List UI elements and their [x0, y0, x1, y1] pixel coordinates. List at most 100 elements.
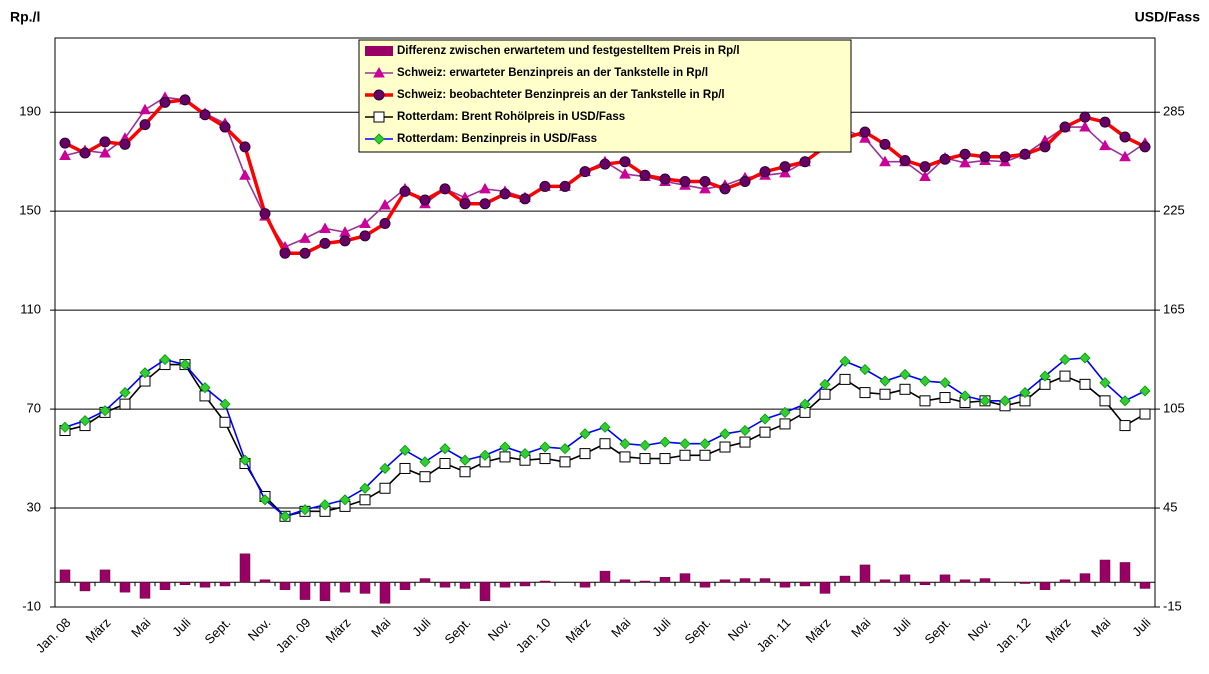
bar: [499, 582, 511, 588]
x-tick-label: Juli: [169, 615, 193, 639]
point: [1019, 148, 1031, 160]
x-tick-label: Juli: [649, 615, 673, 639]
point: [139, 103, 151, 115]
legend-label: Schweiz: beobachteter Benzinpreis an der…: [397, 89, 725, 101]
point: [1079, 378, 1091, 390]
bar: [119, 582, 131, 593]
y-tick-label: -10: [22, 598, 41, 613]
x-tick-label: Mai: [368, 615, 393, 640]
point: [539, 453, 551, 465]
bar: [1099, 559, 1111, 583]
y2-tick-label: 285: [1163, 104, 1185, 119]
point: [939, 153, 951, 165]
bar: [279, 582, 291, 590]
point: [579, 166, 591, 178]
point: [439, 443, 451, 455]
point: [419, 456, 431, 468]
x-tick-label: Jan. 08: [33, 615, 74, 656]
point: [799, 156, 811, 168]
point: [819, 388, 831, 400]
point: [879, 138, 891, 150]
x-tick-label: März: [83, 615, 114, 646]
bar: [299, 582, 311, 600]
bar: [839, 575, 851, 583]
point: [439, 458, 451, 470]
y2-tick-label: 105: [1163, 401, 1185, 416]
point: [859, 387, 871, 399]
point: [639, 453, 651, 465]
point: [699, 449, 711, 461]
point: [199, 382, 211, 394]
point: [319, 499, 331, 511]
point: [659, 436, 671, 448]
point: [919, 375, 931, 387]
legend-marker: [373, 133, 385, 145]
point: [99, 147, 111, 158]
point: [939, 377, 951, 389]
bar: [319, 582, 331, 602]
point: [699, 438, 711, 450]
bar: [159, 582, 171, 590]
bar: [479, 582, 491, 602]
point: [59, 149, 71, 161]
point: [1059, 370, 1071, 382]
point: [219, 398, 231, 410]
point: [379, 462, 391, 475]
point: [399, 462, 411, 474]
point: [79, 147, 91, 159]
point: [299, 504, 311, 516]
x-tick-label: Sept.: [921, 615, 953, 647]
bar: [539, 580, 551, 583]
point: [679, 175, 691, 187]
bar: [179, 582, 191, 585]
legend-label: Rotterdam: Benzinpreis in USD/Fass: [397, 133, 597, 145]
point: [359, 217, 371, 229]
point: [139, 367, 151, 379]
point: [759, 166, 771, 178]
point: [959, 156, 971, 168]
point: [319, 237, 331, 249]
point: [579, 428, 591, 440]
point: [719, 183, 731, 195]
legend-swatch: [365, 46, 393, 56]
point: [1059, 354, 1071, 366]
x-tick-label: Mai: [1088, 615, 1113, 640]
point: [239, 141, 251, 153]
point: [719, 428, 731, 440]
point: [979, 151, 991, 163]
point: [1099, 116, 1111, 128]
point: [559, 180, 571, 192]
point: [599, 421, 611, 433]
point: [819, 378, 831, 390]
point: [839, 355, 851, 367]
point: [699, 182, 711, 194]
point: [59, 421, 71, 433]
bar: [339, 582, 351, 593]
point: [59, 137, 71, 149]
point: [859, 126, 871, 138]
point: [879, 155, 891, 167]
x-tick-label: März: [803, 615, 834, 646]
x-tick-label: Jan. 10: [513, 615, 554, 656]
bar: [939, 574, 951, 583]
point: [799, 398, 811, 410]
point: [279, 510, 291, 522]
legend-label: Rotterdam: Brent Rohölpreis in USD/Fass: [397, 111, 625, 123]
y2-tick-label: 165: [1163, 302, 1185, 317]
x-tick-label: Juli: [409, 615, 433, 639]
point: [79, 415, 91, 427]
x-tick-label: Juli: [1129, 615, 1153, 639]
x-tick-label: Jan. 11: [753, 615, 793, 655]
point: [119, 138, 131, 150]
bar: [1019, 582, 1031, 584]
point: [539, 441, 551, 453]
point: [879, 375, 891, 387]
point: [119, 387, 131, 399]
bar: [819, 582, 831, 594]
point: [619, 168, 631, 179]
bar: [379, 582, 391, 604]
point: [899, 383, 911, 395]
bar: [199, 582, 211, 588]
point: [659, 173, 671, 185]
